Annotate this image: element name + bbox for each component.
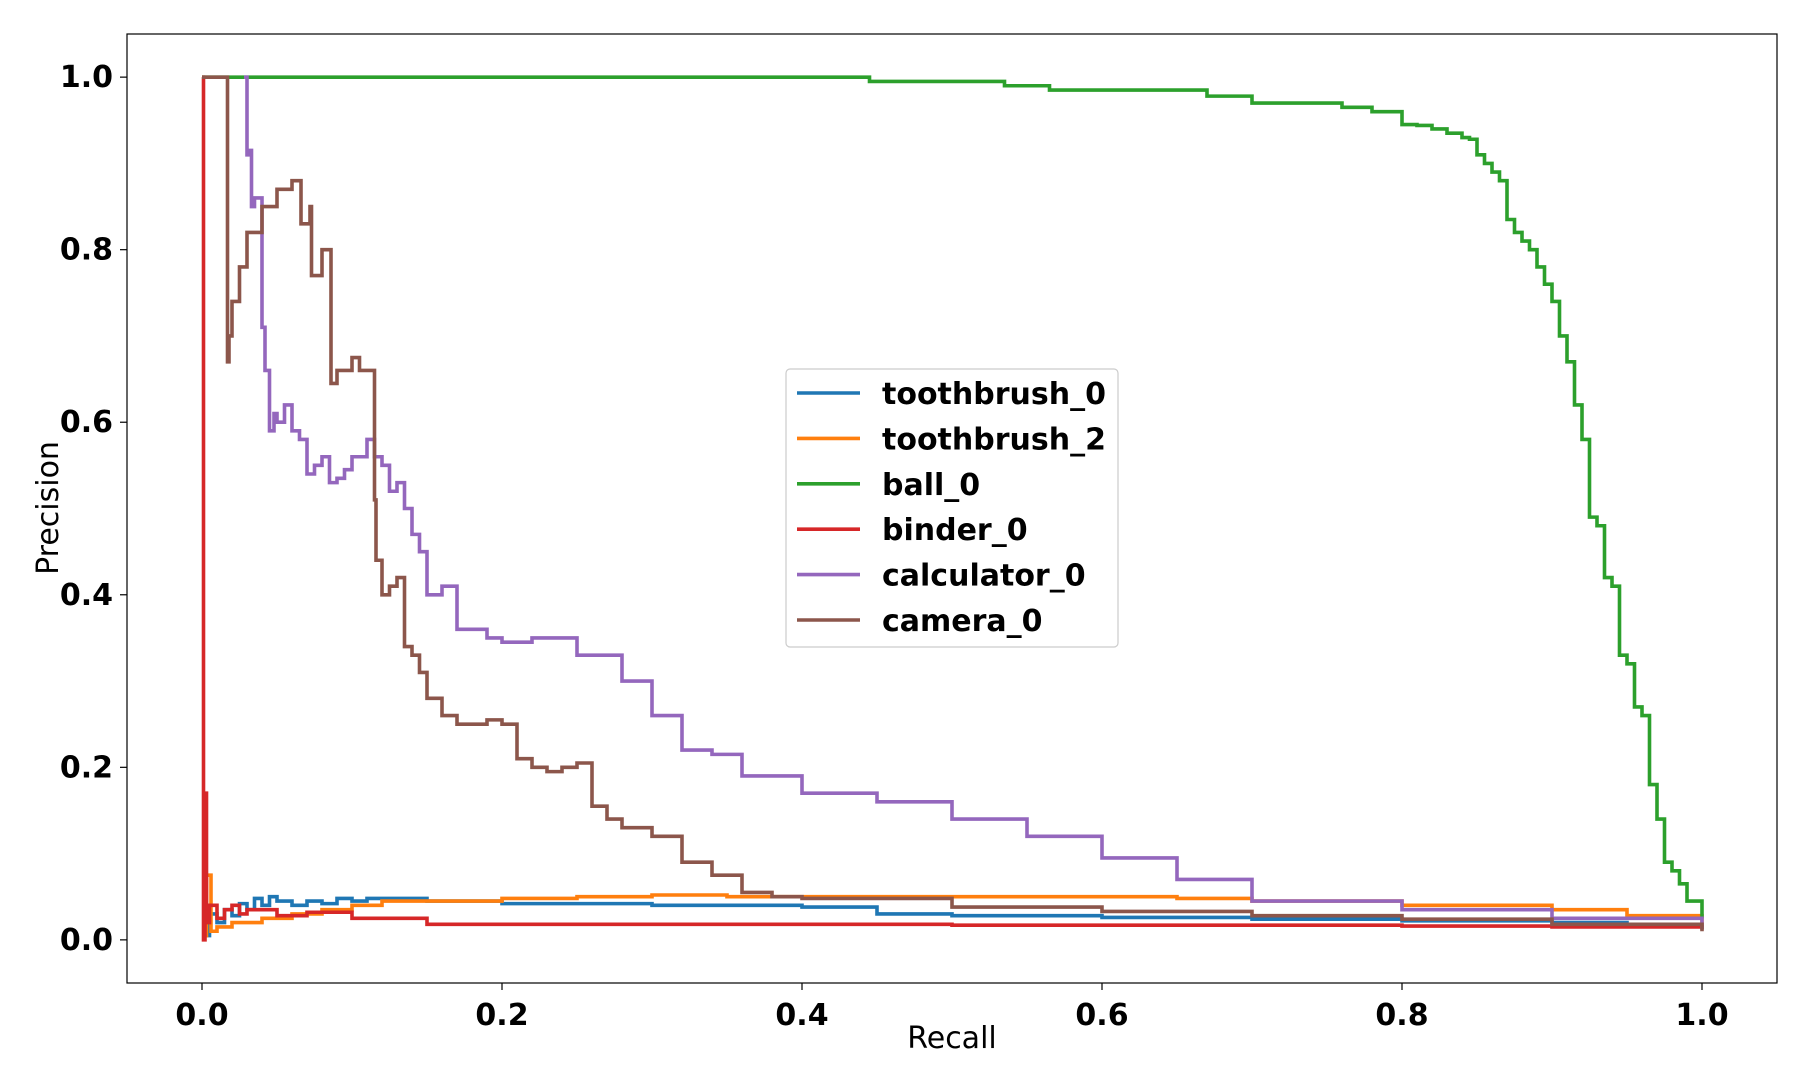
legend-label: calculator_0 (882, 559, 1086, 594)
series-line-ball_0 (202, 75, 1704, 919)
x-tick-label: 0.6 (1075, 998, 1128, 1033)
legend-item-toothbrush_0: toothbrush_0 (797, 377, 1106, 412)
legend-label: ball_0 (882, 468, 980, 503)
x-tick-label: 0.0 (175, 998, 228, 1033)
legend-frame (785, 368, 1119, 648)
series-line-binder_0 (201, 75, 1704, 942)
y-tick-label: 1.0 (60, 60, 113, 95)
y-tick-label: 0.8 (60, 233, 113, 268)
legend-label: toothbrush_0 (882, 377, 1106, 412)
legend-items: toothbrush_0 toothbrush_2 ball_0 binder_0ca… (797, 377, 1106, 639)
series-layer (201, 75, 1704, 942)
x-tick-label: 0.2 (475, 998, 528, 1033)
y-axis-label: Precision (31, 441, 66, 575)
ticks-layer: 0.0 0.2 0.4 0.6 0.8 1.0 0.0 0.2 0.4 0.6 0.8 1.0 (60, 60, 1729, 1033)
y-tick-label: 0.6 (60, 405, 113, 440)
legend-label: binder_0 (882, 513, 1028, 548)
x-axis-label: Recall (907, 1021, 997, 1056)
series-line-calculator_0 (244, 75, 1704, 930)
y-tick-label: 0.0 (60, 923, 113, 958)
legend-label: toothbrush_2 (882, 422, 1106, 457)
legend-item-binder_0: binder_0 (797, 513, 1028, 548)
legend-item-calculator_0: calculator_0 (797, 559, 1086, 594)
y-tick-label: 0.4 (60, 578, 113, 613)
x-tick-label: 0.4 (775, 998, 828, 1033)
legend: toothbrush_0 toothbrush_2 ball_0 binder_0ca… (785, 368, 1119, 648)
legend-item-toothbrush_2: toothbrush_2 (797, 422, 1106, 457)
x-tick-label: 0.8 (1375, 998, 1428, 1033)
legend-item-camera_0: camera_0 (797, 604, 1043, 639)
series-line-camera_0 (202, 75, 1704, 932)
legend-label: camera_0 (882, 604, 1043, 639)
x-tick-label: 1.0 (1675, 998, 1728, 1033)
legend-item-ball_0: ball_0 (797, 468, 980, 503)
y-tick-label: 0.2 (60, 750, 113, 785)
